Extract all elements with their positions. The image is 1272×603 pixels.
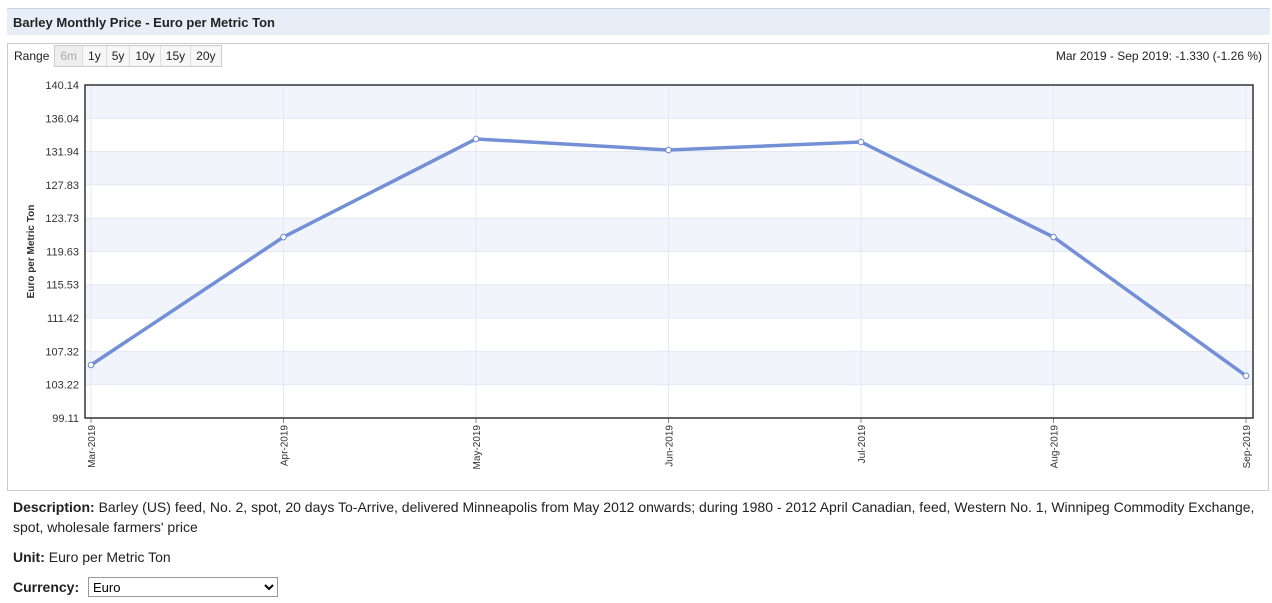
y-tick-label: 127.83 (45, 180, 79, 192)
y-tick-label: 136.04 (45, 113, 79, 125)
y-axis-title: Euro per Metric Ton (26, 205, 37, 299)
description-label: Description: (13, 499, 95, 515)
y-tick-label: 115.53 (46, 280, 79, 292)
data-point (665, 146, 672, 154)
x-tick-label: May-2019 (472, 425, 483, 470)
currency-label-text: Currency: (13, 579, 80, 595)
x-tick-label: Apr-2019 (280, 425, 291, 467)
x-tick-label: Aug-2019 (1050, 425, 1061, 469)
chart: 99.11 103.22 107.32 111.42 115.53 119.63 123.7… (7, 43, 1269, 491)
y-tick-label: 111.42 (47, 313, 79, 325)
x-tick-label: Jul-2019 (857, 425, 868, 464)
range-button[interactable]: 6m (55, 46, 83, 66)
range-selector: Range 6m 1y 5y 10y 15y 20y (14, 45, 222, 67)
data-point (472, 135, 480, 143)
y-tick-label: 123.73 (45, 213, 79, 225)
x-tick-label: Sep-2019 (1242, 425, 1253, 469)
range-buttons: 6m 1y 5y 10y 15y 20y (54, 45, 222, 67)
y-tick-label: 119.63 (46, 246, 79, 258)
data-point (280, 233, 287, 241)
y-tick-label: 107.32 (45, 346, 79, 358)
currency-select[interactable]: Euro (88, 577, 278, 597)
change-summary: Mar 2019 - Sep 2019: -1.330 (-1.26 %) (1055, 49, 1262, 63)
range-button[interactable]: 20y (190, 46, 221, 66)
y-tick-label: 99.11 (52, 413, 79, 425)
description: Description: Barley (US) feed, No. 2, sp… (13, 497, 1263, 537)
x-tick-label: Jun-2019 (665, 425, 676, 467)
range-label: Range (14, 49, 50, 63)
range-button[interactable]: 5y (105, 46, 130, 66)
y-tick-label: 140.14 (45, 80, 79, 92)
currency-label: Currency: (13, 577, 79, 597)
y-tick-label: 103.22 (45, 380, 79, 392)
range-button[interactable]: 15y (159, 46, 191, 66)
unit-label: Unit: (13, 549, 45, 565)
page-title: Barley Monthly Price - Euro per Metric T… (7, 8, 1270, 35)
data-point (1242, 372, 1250, 380)
range-button[interactable]: 1y (82, 46, 106, 66)
data-point (1050, 233, 1057, 241)
y-tick-label: 131.94 (45, 147, 79, 159)
data-point (87, 361, 95, 369)
data-point (857, 138, 865, 146)
plot-area: 99.11 103.22 107.32 111.42 115.53 119.63 123.7… (26, 80, 1254, 470)
x-tick-label: Mar-2019 (87, 425, 98, 468)
unit-text: Euro per Metric Ton (48, 549, 171, 565)
plot-border (84, 84, 1254, 419)
range-button[interactable]: 10y (129, 46, 160, 66)
description-text: Barley (US) feed, No. 2, spot, 20 days T… (13, 499, 1255, 535)
unit: Unit: Euro per Metric Ton (13, 547, 1263, 567)
